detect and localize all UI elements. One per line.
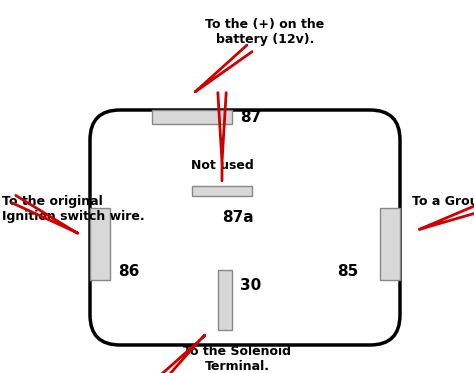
Text: To the original
Ignition switch wire.: To the original Ignition switch wire. [2, 195, 145, 223]
Bar [90, 208, 110, 280]
Text: 87a: 87a [222, 210, 254, 225]
Bar [218, 270, 232, 330]
Text: To the (+) on the
battery (12v).: To the (+) on the battery (12v). [205, 18, 325, 46]
Text: 86: 86 [118, 264, 139, 279]
Bar [152, 110, 232, 124]
Text: 85: 85 [337, 264, 358, 279]
FancyBboxPatch shape [90, 110, 400, 345]
Text: 87: 87 [240, 110, 261, 125]
Bar [192, 186, 252, 196]
Text: Not used: Not used [191, 159, 254, 172]
Text: To the Solenoid
Terminal.: To the Solenoid Terminal. [183, 345, 291, 373]
Text: 30: 30 [240, 278, 261, 292]
Text: To a Ground.: To a Ground. [412, 195, 474, 208]
Bar [380, 208, 400, 280]
